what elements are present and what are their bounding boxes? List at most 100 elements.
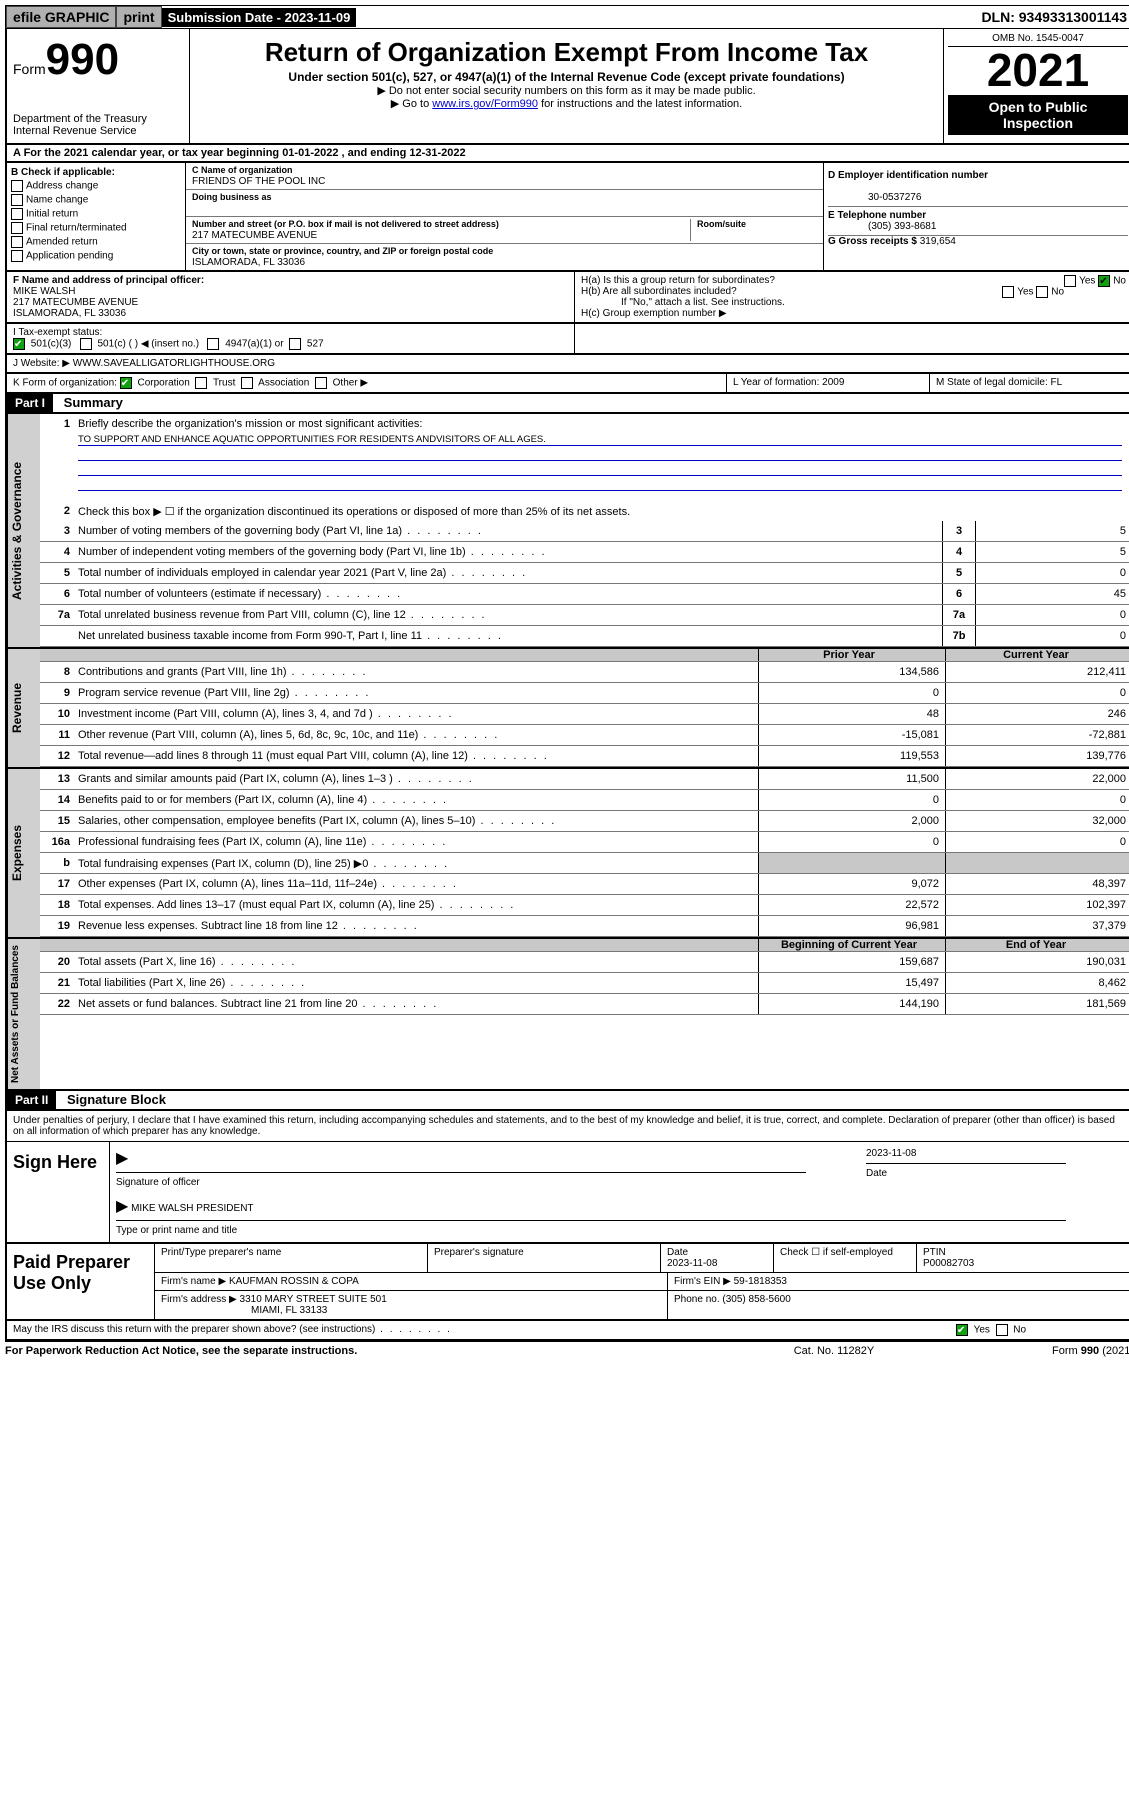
gross-label: G Gross receipts $ xyxy=(828,236,917,247)
chk-name-change[interactable]: Name change xyxy=(11,194,181,206)
firm-city: MIAMI, FL 33133 xyxy=(161,1305,327,1316)
table-row: bTotal fundraising expenses (Part IX, co… xyxy=(40,853,1129,874)
side-governance: Activities & Governance xyxy=(7,414,40,647)
table-row: 9Program service revenue (Part VIII, lin… xyxy=(40,683,1129,704)
tax-status-label: I Tax-exempt status: xyxy=(13,327,102,338)
self-employed-check[interactable]: Check ☐ if self-employed xyxy=(774,1244,917,1272)
hdr-current: Current Year xyxy=(945,649,1129,661)
officer-print-name: MIKE WALSH PRESIDENT xyxy=(131,1203,253,1214)
side-revenue: Revenue xyxy=(7,649,40,767)
gov-row: 4Number of independent voting members of… xyxy=(40,542,1129,563)
city-label: City or town, state or province, country… xyxy=(192,246,493,256)
table-row: 13Grants and similar amounts paid (Part … xyxy=(40,769,1129,790)
table-row: 12Total revenue—add lines 8 through 11 (… xyxy=(40,746,1129,767)
hc-label: H(c) Group exemption number ▶ xyxy=(581,308,1126,319)
chk-pending[interactable]: Application pending xyxy=(11,250,181,262)
website-label: J Website: ▶ xyxy=(13,358,70,369)
firm-name: KAUFMAN ROSSIN & COPA xyxy=(229,1276,359,1287)
gov-row: 3Number of voting members of the governi… xyxy=(40,521,1129,542)
sig-block-title: Signature Block xyxy=(59,1092,166,1107)
sign-here-label: Sign Here xyxy=(7,1142,110,1242)
firm-address: 3310 MARY STREET SUITE 501 xyxy=(240,1294,387,1305)
subtitle-2: ▶ Do not enter social security numbers o… xyxy=(196,84,937,97)
summary-title: Summary xyxy=(56,395,123,410)
col-b-checkboxes: B Check if applicable: Address change Na… xyxy=(7,163,186,270)
subtitle-1: Under section 501(c), 527, or 4947(a)(1)… xyxy=(196,70,937,84)
may-irs-discuss: May the IRS discuss this return with the… xyxy=(13,1324,375,1335)
dln: DLN: 93493313001143 xyxy=(975,7,1129,27)
form-number: 990 xyxy=(46,35,119,84)
chk-final-return[interactable]: Final return/terminated xyxy=(11,222,181,234)
part-1-header: Part I xyxy=(7,394,53,412)
ha-label: H(a) Is this a group return for subordin… xyxy=(581,275,775,286)
city-state-zip: ISLAMORADA, FL 33036 xyxy=(192,257,305,268)
hb-note: If "No," attach a list. See instructions… xyxy=(581,297,1126,308)
chk-corporation: ✔ xyxy=(120,377,132,389)
form-org-label: K Form of organization: xyxy=(13,378,117,389)
tax-year: 2021 xyxy=(948,47,1128,93)
paperwork-notice: For Paperwork Reduction Act Notice, see … xyxy=(5,1345,734,1357)
subtitle-3: ▶ Go to www.irs.gov/Form990 for instruct… xyxy=(196,97,937,110)
col-b-header: B Check if applicable: xyxy=(11,167,115,178)
website-url: WWW.SAVEALLIGATORLIGHTHOUSE.ORG xyxy=(73,358,275,369)
side-netassets: Net Assets or Fund Balances xyxy=(7,939,40,1089)
officer-label: F Name and address of principal officer: xyxy=(13,275,204,286)
chk-amended[interactable]: Amended return xyxy=(11,236,181,248)
ein: 30-0537276 xyxy=(828,192,921,203)
table-row: 19Revenue less expenses. Subtract line 1… xyxy=(40,916,1129,937)
q2-discontinued: Check this box ▶ ☐ if the organization d… xyxy=(78,503,1129,520)
table-row: 21Total liabilities (Part X, line 26)15,… xyxy=(40,973,1129,994)
gov-row: 6Total number of volunteers (estimate if… xyxy=(40,584,1129,605)
sig-date: 2023-11-08 xyxy=(866,1148,916,1159)
chk-501c3: ✔ xyxy=(13,338,25,350)
efile-button[interactable]: efile GRAPHIC xyxy=(6,6,116,28)
table-row: 16aProfessional fundraising fees (Part I… xyxy=(40,832,1129,853)
submission-date: Submission Date - 2023-11-09 xyxy=(162,8,357,27)
hdr-prior: Prior Year xyxy=(758,649,945,661)
gross-receipts: 319,654 xyxy=(920,236,956,247)
table-row: 11Other revenue (Part VIII, column (A), … xyxy=(40,725,1129,746)
prep-name-label: Print/Type preparer's name xyxy=(155,1244,428,1272)
gov-row: 7aTotal unrelated business revenue from … xyxy=(40,605,1129,626)
chk-address-change[interactable]: Address change xyxy=(11,180,181,192)
phone: (305) 393-8681 xyxy=(828,221,936,232)
room-label: Room/suite xyxy=(697,219,746,229)
q1-mission-label: Briefly describe the organization's miss… xyxy=(78,416,1129,432)
ha-no-checked: ✔ xyxy=(1098,275,1110,287)
state-domicile: FL xyxy=(1051,377,1063,388)
org-name: FRIENDS OF THE POOL INC xyxy=(192,176,325,187)
form-header: Form990 Department of the Treasury Inter… xyxy=(5,29,1129,145)
gov-row: Net unrelated business taxable income fr… xyxy=(40,626,1129,647)
paid-preparer-label: Paid Preparer Use Only xyxy=(7,1244,155,1319)
print-button[interactable]: print xyxy=(116,6,161,28)
type-name-label: Type or print name and title xyxy=(116,1225,237,1236)
chk-initial-return[interactable]: Initial return xyxy=(11,208,181,220)
gov-row: 5Total number of individuals employed in… xyxy=(40,563,1129,584)
row-a-period: A For the 2021 calendar year, or tax yea… xyxy=(5,145,1129,163)
side-expenses: Expenses xyxy=(7,769,40,937)
firm-phone: (305) 858-5600 xyxy=(722,1294,790,1305)
street-address: 217 MATECUMBE AVENUE xyxy=(192,230,317,241)
irs-link[interactable]: www.irs.gov/Form990 xyxy=(432,98,538,110)
ptin: P00082703 xyxy=(923,1258,974,1269)
table-row: 8Contributions and grants (Part VIII, li… xyxy=(40,662,1129,683)
hdr-beginning: Beginning of Current Year xyxy=(758,939,945,951)
firm-ein: 59-1818353 xyxy=(734,1276,787,1287)
chk-irs-yes: ✔ xyxy=(956,1324,968,1336)
perjury-declaration: Under penalties of perjury, I declare th… xyxy=(7,1111,1129,1141)
table-row: 20Total assets (Part X, line 16)159,6871… xyxy=(40,952,1129,973)
table-row: 17Other expenses (Part IX, column (A), l… xyxy=(40,874,1129,895)
part-2-header: Part II xyxy=(7,1091,56,1109)
table-row: 10Investment income (Part VIII, column (… xyxy=(40,704,1129,725)
officer-name: MIKE WALSH xyxy=(13,286,75,297)
officer-addr2: ISLAMORADA, FL 33036 xyxy=(13,308,126,319)
cat-no: Cat. No. 11282Y xyxy=(734,1345,934,1357)
mission-text: TO SUPPORT AND ENHANCE AQUATIC OPPORTUNI… xyxy=(78,434,1122,446)
open-public: Open to Public Inspection xyxy=(948,95,1128,135)
prep-date: 2023-11-08 xyxy=(667,1258,717,1269)
addr-label: Number and street (or P.O. box if mail i… xyxy=(192,219,499,229)
year-formation: 2009 xyxy=(822,377,844,388)
sig-officer-label: Signature of officer xyxy=(116,1177,200,1188)
ein-label: D Employer identification number xyxy=(828,170,988,181)
form-title: Return of Organization Exempt From Incom… xyxy=(196,37,937,68)
